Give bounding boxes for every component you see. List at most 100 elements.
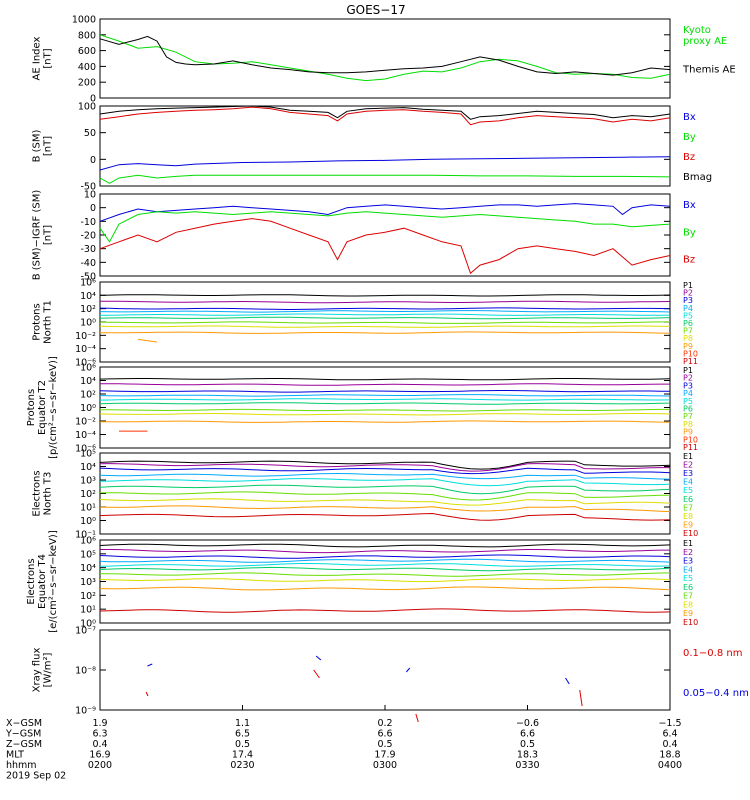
legend-e9: E9 xyxy=(683,520,693,529)
xtick-value: 17.9 xyxy=(374,750,395,761)
xaxis-row-label: X−GSM xyxy=(6,718,42,729)
ytick-label: 50 xyxy=(84,128,96,139)
xtick-value: 0330 xyxy=(515,760,539,771)
xray-point-red xyxy=(415,713,419,723)
legend-p5: P5 xyxy=(683,397,693,406)
xtick-value: −1.5 xyxy=(658,718,681,729)
series-p2 xyxy=(99,300,671,304)
ytick-label: 10¹ xyxy=(80,503,96,514)
series-e2 xyxy=(100,549,670,554)
figure-title: GOES−17 xyxy=(346,3,405,17)
legend-bx: Bx xyxy=(683,112,696,123)
xtick-value: 0.4 xyxy=(92,739,107,750)
legend-e7: E7 xyxy=(683,503,693,512)
panel-frame xyxy=(99,105,671,187)
series-bx xyxy=(99,156,671,171)
legend-bmag: Bmag xyxy=(683,172,712,183)
ytick-label: 10³ xyxy=(80,577,96,588)
ytick-label: 10⁻⁴ xyxy=(75,344,96,355)
ylabel: [nT] xyxy=(43,48,54,68)
series-e9 xyxy=(99,586,671,591)
legend-e8: E8 xyxy=(683,600,693,609)
legend-p5: P5 xyxy=(683,311,693,320)
series-bz xyxy=(99,106,671,126)
series-fragment-p9 xyxy=(137,338,158,343)
plot-area xyxy=(99,203,671,275)
ylabel: [p/(cm²−s−sr−keV)] xyxy=(48,356,59,459)
xtick-value: 17.4 xyxy=(232,750,253,761)
ylabel: B (SM)−IGRF (SM) xyxy=(32,190,43,281)
ytick-label: 10⁻⁹ xyxy=(75,706,96,717)
ytick-label: 10⁰ xyxy=(80,403,96,414)
xtick-value: 6.3 xyxy=(92,729,107,740)
legend-bz: Bz xyxy=(683,255,695,266)
legend-e1: E1 xyxy=(683,539,693,548)
xtick-value: 6.5 xyxy=(235,729,250,740)
series-e6 xyxy=(99,484,671,495)
xtick-value: 1.9 xyxy=(92,718,107,729)
ylabel: Xray flux xyxy=(32,648,43,693)
ytick-label: 10⁰ xyxy=(80,619,96,630)
ytick-label: 10⁻⁴ xyxy=(75,430,96,441)
ytick-label: 10² xyxy=(80,390,96,401)
xtick-value: 0.4 xyxy=(662,739,677,750)
plot-area xyxy=(99,105,671,184)
ytick-label: 10⁶ xyxy=(80,278,96,289)
series-themis-ae xyxy=(99,35,671,76)
series-p3 xyxy=(99,307,671,311)
series-p6 xyxy=(99,402,671,405)
legend-p2: P2 xyxy=(683,374,693,383)
xaxis-row-label: MLT xyxy=(6,750,24,761)
xray-point-red xyxy=(145,691,149,697)
series-p4 xyxy=(99,394,671,397)
ylabel: [nT] xyxy=(43,225,54,245)
xtick-value: 18.8 xyxy=(659,750,680,761)
legend-by: By xyxy=(683,227,696,238)
series-by xyxy=(99,174,671,184)
legend-e8: E8 xyxy=(683,512,693,521)
ytick-label: -40 xyxy=(80,258,96,269)
panel-pn: 10⁻⁶ 10⁻⁴ 10⁻² 10⁰ 10² 10⁴ 10⁶ Protons North T1 P… xyxy=(32,278,699,369)
series-e5 xyxy=(99,478,671,487)
series-p1 xyxy=(99,294,671,297)
legend-p2: P2 xyxy=(683,289,693,298)
legend-e5: E5 xyxy=(683,486,693,495)
ylabel: [nT] xyxy=(43,136,54,156)
legend-e3: E3 xyxy=(683,469,693,478)
series-e4 xyxy=(99,558,671,563)
series-e9 xyxy=(99,505,671,513)
series-p4 xyxy=(99,310,671,313)
plot-area xyxy=(145,655,583,723)
xtick-value: 0.2 xyxy=(377,718,392,729)
legend-e7: E7 xyxy=(683,592,693,601)
ytick-label: 0 xyxy=(90,155,96,166)
xray-point-blue xyxy=(565,677,570,685)
legend-p7: P7 xyxy=(683,412,693,421)
series-e10 xyxy=(99,608,671,613)
legend-p4: P4 xyxy=(683,389,693,398)
legend-bz: Bz xyxy=(683,152,695,163)
series-e1 xyxy=(99,543,671,548)
ytick-label: 0 xyxy=(90,94,96,105)
series-p8 xyxy=(99,412,671,416)
legend-p10: P10 xyxy=(683,435,698,444)
panel-frame xyxy=(99,18,671,99)
xtick-value: 0.5 xyxy=(377,739,392,750)
xaxis-row-label: Y−GSM xyxy=(5,729,41,740)
xray-point-red xyxy=(579,689,583,707)
series-p9 xyxy=(100,420,671,423)
legend-p8: P8 xyxy=(683,334,693,343)
ylabel: B (SM) xyxy=(32,129,43,162)
legend-e3: E3 xyxy=(683,557,693,566)
legend-p3: P3 xyxy=(683,381,693,390)
ytick-label: 10⁵ xyxy=(80,449,96,460)
ytick-label: 10¹ xyxy=(80,605,96,616)
series-e3 xyxy=(99,467,671,475)
ytick-label: 1000 xyxy=(72,15,96,26)
panel-ee: 10⁰ 10¹ 10² 10³ 10⁴ 10⁵ 10⁶ Electrons Equator T4… xyxy=(26,530,698,633)
series-e7 xyxy=(100,491,670,501)
series-bx xyxy=(99,203,671,222)
ytick-label: 10⁻⁶ xyxy=(75,444,96,455)
